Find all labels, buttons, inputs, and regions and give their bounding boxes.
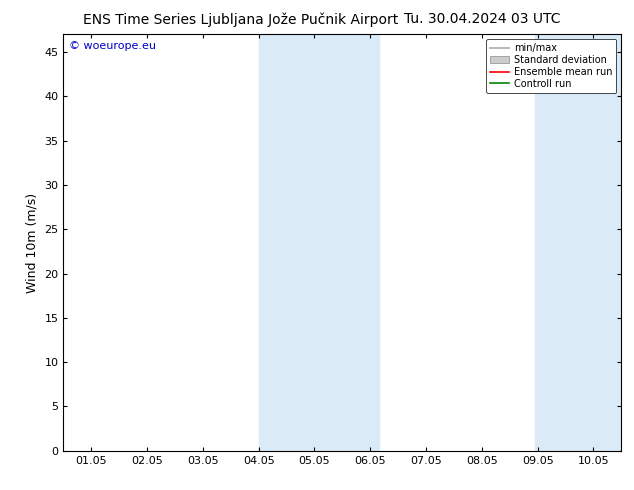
Legend: min/max, Standard deviation, Ensemble mean run, Controll run: min/max, Standard deviation, Ensemble me… <box>486 39 616 93</box>
Bar <box>259 34 378 451</box>
Text: © woeurope.eu: © woeurope.eu <box>69 41 156 50</box>
Text: Tu. 30.04.2024 03 UTC: Tu. 30.04.2024 03 UTC <box>404 12 560 26</box>
Bar <box>535 34 621 451</box>
Y-axis label: Wind 10m (m/s): Wind 10m (m/s) <box>26 193 39 293</box>
Text: ENS Time Series Ljubljana Jože Pučnik Airport: ENS Time Series Ljubljana Jože Pučnik Ai… <box>83 12 399 27</box>
